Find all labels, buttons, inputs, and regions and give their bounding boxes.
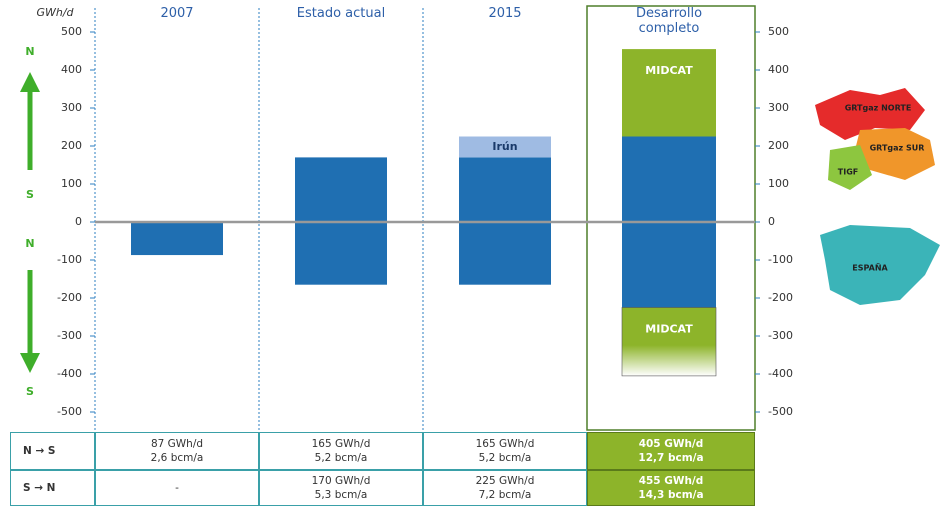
cell-text: - xyxy=(175,482,179,494)
direction-label: N xyxy=(25,237,34,250)
table-cell: - xyxy=(95,470,259,506)
y-tick-label: 500 xyxy=(61,25,82,38)
map-label: TIGF xyxy=(838,168,858,177)
cell-text: 5,2 bcm/a xyxy=(478,452,532,464)
cell-text: 165 GWh/d xyxy=(311,438,371,450)
cell-text: 170 GWh/d xyxy=(311,475,371,487)
y-tick-label: -400 xyxy=(768,367,793,380)
cell-text: 5,3 bcm/a xyxy=(314,489,368,501)
direction-label: S xyxy=(26,385,34,398)
bar xyxy=(459,222,551,285)
y-tick-label: -200 xyxy=(768,291,793,304)
bar xyxy=(295,157,387,222)
y-tick-label: -300 xyxy=(768,329,793,342)
highlight-frame xyxy=(586,5,756,431)
cell-text: 14,3 bcm/a xyxy=(638,489,704,501)
bar xyxy=(131,222,223,256)
y-tick-label: -500 xyxy=(57,405,82,418)
table-cell: 405 GWh/d 12,7 bcm/a xyxy=(587,432,755,470)
table-cell: 455 GWh/d 14,3 bcm/a xyxy=(587,470,755,506)
direction-label: S xyxy=(26,188,34,201)
y-tick-label: -200 xyxy=(57,291,82,304)
map: GRTgaz NORTE GRTgaz SUR TIGF ESPAÑA xyxy=(815,88,940,305)
map-label: ESPAÑA xyxy=(852,263,888,273)
row-label: S → N xyxy=(10,470,95,506)
cell-text: 2,6 bcm/a xyxy=(150,452,204,464)
y-tick-label: 100 xyxy=(61,177,82,190)
bar xyxy=(295,222,387,285)
bar-label: MIDCAT xyxy=(645,323,693,336)
column-header: 2015 xyxy=(488,6,522,21)
bar xyxy=(459,136,551,158)
cell-text: 455 GWh/d xyxy=(638,475,704,487)
cell-text: 7,2 bcm/a xyxy=(478,489,532,501)
map-label: GRTgaz SUR xyxy=(870,144,925,153)
table-cell: 165 GWh/d 5,2 bcm/a xyxy=(423,432,587,470)
table-cell: 225 GWh/d 7,2 bcm/a xyxy=(423,470,587,506)
y-tick-label: -300 xyxy=(57,329,82,342)
cell-text: 165 GWh/d xyxy=(475,438,535,450)
y-tick-label: -100 xyxy=(768,253,793,266)
direction-label: N xyxy=(25,45,34,58)
bar xyxy=(621,307,717,377)
y-tick-label: 200 xyxy=(768,139,789,152)
cell-text: 405 GWh/d xyxy=(638,438,704,450)
map-label: GRTgaz NORTE xyxy=(845,104,912,113)
y-tick-label: 0 xyxy=(75,215,82,228)
bar xyxy=(622,222,716,308)
column-header: Estado actual xyxy=(296,6,386,21)
cell-text: 225 GWh/d xyxy=(475,475,535,487)
y-tick-label: 300 xyxy=(61,101,82,114)
column-header: Desarrollo completo xyxy=(635,6,703,36)
bar xyxy=(622,49,716,137)
cell-text: 5,2 bcm/a xyxy=(314,452,368,464)
y-tick-label: 100 xyxy=(768,177,789,190)
y-tick-label: 400 xyxy=(61,63,82,76)
y-tick-label: 300 xyxy=(768,101,789,114)
row-label: N → S xyxy=(10,432,95,470)
y-tick-label: 500 xyxy=(768,25,789,38)
table-cell: 165 GWh/d 5,2 bcm/a xyxy=(259,432,423,470)
bar xyxy=(459,157,551,222)
bar-label: MIDCAT xyxy=(645,64,693,77)
y-axis-label: GWh/d xyxy=(36,6,74,19)
bar-label: Irún xyxy=(492,140,517,153)
y-tick-label: -400 xyxy=(57,367,82,380)
table-cell: 170 GWh/d 5,3 bcm/a xyxy=(259,470,423,506)
bar xyxy=(622,136,716,222)
y-tick-label: 200 xyxy=(61,139,82,152)
table-cell: 87 GWh/d 2,6 bcm/a xyxy=(95,432,259,470)
y-tick-label: -100 xyxy=(57,253,82,266)
column-header: 2007 xyxy=(160,6,194,21)
arrows xyxy=(20,72,40,373)
y-tick-label: 400 xyxy=(768,63,789,76)
y-tick-label: -500 xyxy=(768,405,793,418)
y-tick-label: 0 xyxy=(768,215,775,228)
cell-text: 12,7 bcm/a xyxy=(638,452,704,464)
cell-text: 87 GWh/d xyxy=(150,438,204,450)
